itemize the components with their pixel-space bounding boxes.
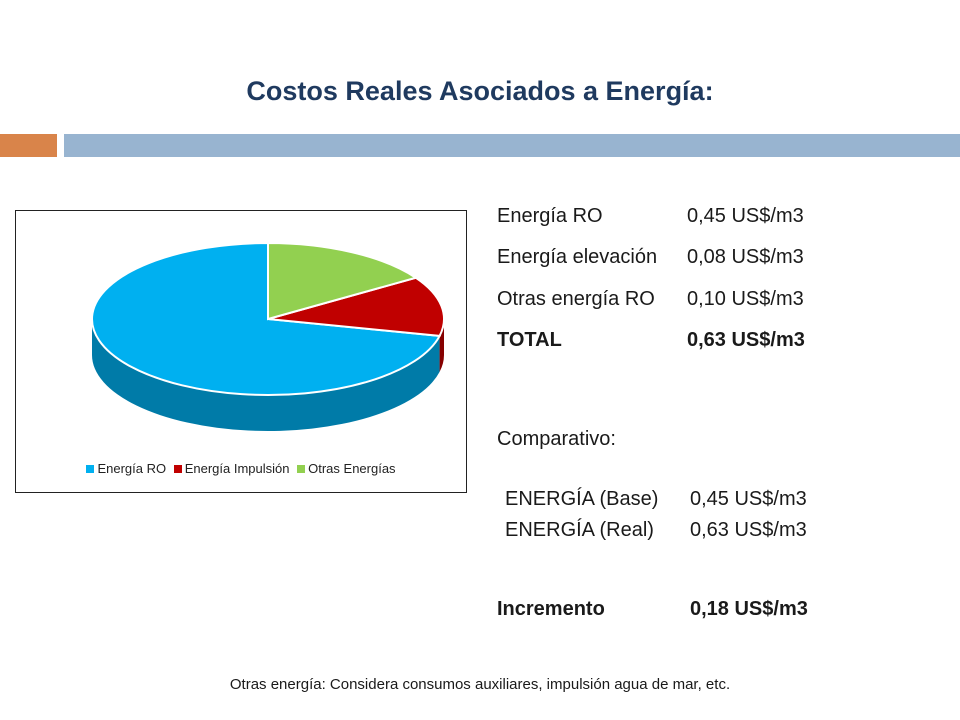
pie-side-energia-impulsion [439, 319, 444, 372]
legend-swatch-energia-impulsion [173, 465, 182, 473]
chart-legend: Energía RO Energía Impulsión Otras Energ… [16, 461, 466, 476]
legend-swatch-otras-energias [297, 465, 306, 473]
comparativo-label: ENERGÍA (Base) [505, 488, 659, 510]
cost-value: 0,10 US$/m3 [687, 288, 804, 310]
cost-label: Otras energía RO [497, 288, 655, 310]
pie-slice-energia-ro [91, 241, 442, 396]
incremento-label: Incremento [497, 598, 605, 620]
legend-item-energia-impulsion: Energía Impulsión [173, 461, 290, 476]
accent-bar-blue [64, 134, 960, 157]
cost-value: 0,45 US$/m3 [687, 205, 804, 227]
cost-label: Energía RO [497, 205, 603, 227]
footnote: Otras energía: Considera consumos auxili… [229, 676, 731, 693]
pie-slice-otras-energias [267, 241, 419, 321]
comparativo-label: ENERGÍA (Real) [505, 519, 654, 541]
legend-swatch-energia-ro [86, 465, 95, 473]
legend-label-otras-energias: Otras Energías [308, 461, 396, 476]
pie-slice-energia-impulsion [267, 276, 445, 337]
legend-label-energia-ro: Energía RO [97, 461, 167, 476]
total-value: 0,63 US$/m3 [687, 329, 805, 351]
legend-label-energia-impulsion: Energía Impulsión [184, 461, 290, 476]
legend-item-energia-ro: Energía RO [86, 461, 166, 476]
comparativo-value: 0,45 US$/m3 [690, 488, 807, 510]
total-label: TOTAL [497, 329, 562, 351]
accent-bar-orange [0, 134, 57, 157]
pie-chart: Energía RO Energía Impulsión Otras Energ… [15, 210, 467, 493]
pie-chart-plot [91, 241, 445, 431]
comparativo-heading: Comparativo: [497, 428, 616, 450]
cost-value: 0,08 US$/m3 [687, 246, 804, 268]
pie-side-energia-ro [92, 319, 440, 431]
comparativo-value: 0,63 US$/m3 [690, 519, 807, 541]
page-title: Costos Reales Asociados a Energía: [246, 76, 714, 106]
cost-label: Energía elevación [497, 246, 658, 268]
incremento-value: 0,18 US$/m3 [690, 598, 808, 620]
legend-item-otras-energias: Otras Energías [297, 461, 396, 476]
